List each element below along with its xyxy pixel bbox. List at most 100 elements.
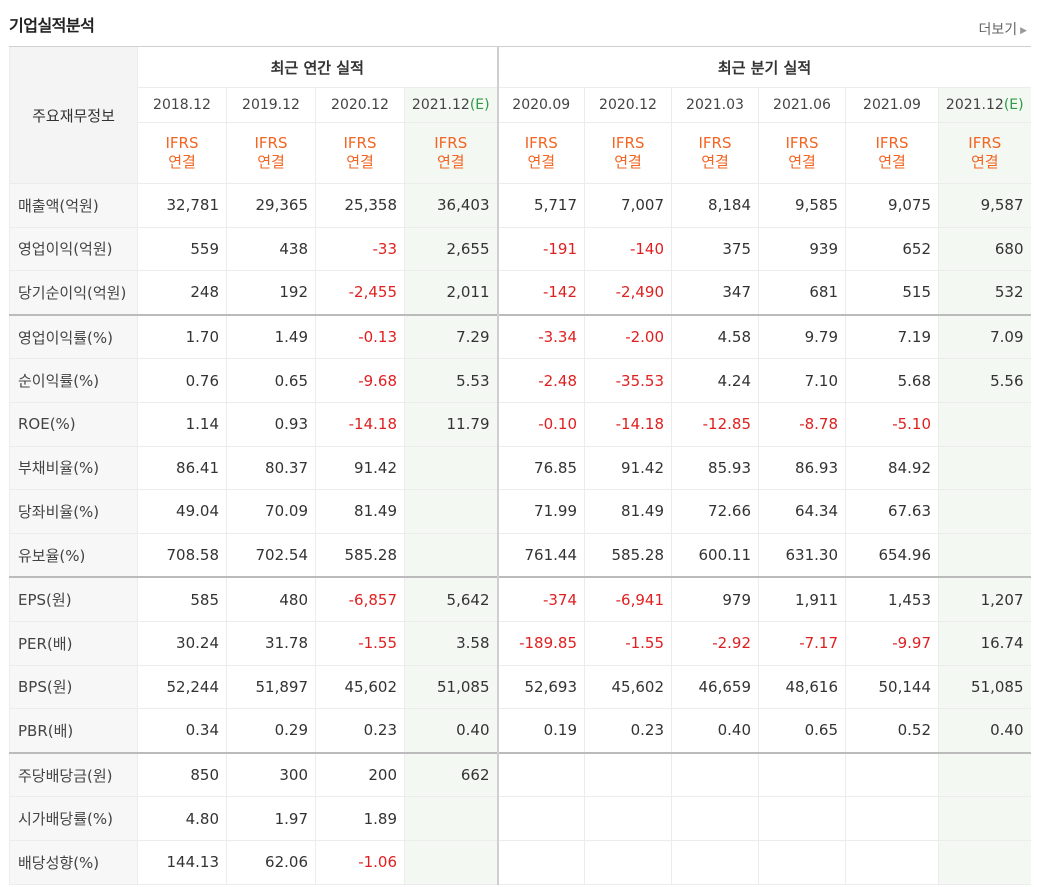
ifrs-line2: 연결 bbox=[436, 153, 465, 171]
table-cell: 3.58 bbox=[404, 621, 498, 666]
table-cell: 559 bbox=[137, 227, 227, 272]
table-cell: -12.85 bbox=[671, 402, 759, 447]
table-cell: 1.70 bbox=[137, 313, 227, 360]
table-cell: 0.93 bbox=[226, 402, 316, 447]
table-cell: 0.65 bbox=[226, 358, 316, 403]
table-cell: 1.97 bbox=[226, 796, 316, 841]
period-label: 2020.09 bbox=[512, 97, 571, 113]
ifrs-header: IFRS 연결 bbox=[584, 122, 672, 184]
table-cell: 0.52 bbox=[845, 708, 939, 754]
table-cell: 9,587 bbox=[937, 183, 1031, 228]
table-row: 영업이익(억원) 559 438 -33 2,655 -191 -140 375 939 652 6… bbox=[9, 227, 1031, 272]
table-cell: 0.29 bbox=[226, 708, 316, 754]
table-cell: 300 bbox=[226, 751, 316, 798]
table-cell: 4.80 bbox=[137, 796, 227, 841]
table-cell: 72.66 bbox=[671, 489, 759, 534]
table-cell: 1.89 bbox=[315, 796, 405, 841]
row-label: 당좌비율(%) bbox=[9, 489, 138, 534]
period-header: 2020.09 bbox=[496, 87, 585, 123]
period-label: 2021.09 bbox=[863, 97, 921, 113]
table-cell: 9,585 bbox=[758, 183, 846, 228]
ifrs-row: IFRS 연결 IFRS 연결 IFRS 연결 IFRS 연결 IFRS 연결 IFRS 연결 IFRS… bbox=[10, 122, 1031, 184]
table-cell bbox=[937, 840, 1031, 885]
section-header: 기업실적분석 더보기 ▶ bbox=[0, 0, 1049, 46]
period-label: 2020.12 bbox=[599, 97, 657, 113]
table-cell: 144.13 bbox=[137, 840, 227, 885]
row-label: 순이익률(%) bbox=[9, 358, 138, 403]
table-cell: 7.09 bbox=[937, 313, 1031, 360]
table-cell: 25,358 bbox=[315, 183, 405, 228]
table-cell bbox=[404, 796, 498, 841]
more-link[interactable]: 더보기 ▶ bbox=[978, 19, 1027, 39]
table-cell: -0.13 bbox=[315, 313, 405, 360]
row-label: BPS(원) bbox=[9, 665, 138, 710]
financial-summary-table: 주요재무정보 최근 연간 실적 최근 분기 실적 2018.12 2019.12 2… bbox=[9, 46, 1031, 885]
table-cell: 631.30 bbox=[758, 533, 846, 578]
table-row: 주당배당금(원) 850 300 200 662 bbox=[9, 751, 1031, 798]
table-cell: -9.97 bbox=[845, 621, 939, 666]
table-cell: 62.06 bbox=[226, 840, 316, 885]
ifrs-line2: 연결 bbox=[168, 153, 196, 171]
table-cell bbox=[937, 796, 1031, 841]
table-row: 당좌비율(%) 49.04 70.09 81.49 71.99 81.49 72.66 64.… bbox=[9, 489, 1031, 534]
ifrs-line2: 연결 bbox=[878, 153, 906, 171]
table-cell: -9.68 bbox=[315, 358, 405, 403]
table-cell: 662 bbox=[404, 751, 498, 798]
table-cell: 5.53 bbox=[404, 358, 498, 403]
table-cell: 51,085 bbox=[404, 665, 498, 710]
table-cell: -2,455 bbox=[315, 270, 405, 316]
table-cell: -374 bbox=[496, 576, 585, 622]
period-header: 2021.06 bbox=[758, 87, 846, 123]
table-cell bbox=[845, 840, 939, 885]
table-cell: 76.85 bbox=[496, 446, 585, 491]
table-cell: -14.18 bbox=[315, 402, 405, 447]
ifrs-line1: IFRS bbox=[524, 134, 558, 152]
table-cell: 85.93 bbox=[671, 446, 759, 491]
row-label: PER(배) bbox=[9, 621, 138, 666]
table-cell bbox=[404, 533, 498, 578]
table-cell: 0.76 bbox=[137, 358, 227, 403]
table-cell: 532 bbox=[937, 270, 1031, 316]
ifrs-header: IFRS 연결 bbox=[315, 122, 405, 184]
row-label: 당기순이익(억원) bbox=[9, 270, 138, 316]
table-cell: -6,941 bbox=[584, 576, 672, 622]
row-label: 부채비율(%) bbox=[9, 446, 138, 491]
table-cell: 585.28 bbox=[315, 533, 405, 578]
estimate-mark: (E) bbox=[469, 97, 490, 113]
row-label: 영업이익(억원) bbox=[9, 227, 138, 272]
ifrs-line1: IFRS bbox=[875, 134, 909, 152]
table-cell: -7.17 bbox=[758, 621, 846, 666]
table-cell: 600.11 bbox=[671, 533, 759, 578]
table-cell: 0.40 bbox=[937, 708, 1031, 754]
row-header-label: 주요재무정보 bbox=[9, 46, 138, 184]
period-header: 2018.12 bbox=[137, 87, 227, 123]
table-cell: -3.34 bbox=[496, 313, 585, 360]
table-row: 유보율(%) 708.58 702.54 585.28 761.44 585.28 600.… bbox=[9, 533, 1031, 578]
table-cell: -5.10 bbox=[845, 402, 939, 447]
table-cell: 585 bbox=[137, 576, 227, 622]
ifrs-header: IFRS 연결 bbox=[845, 122, 939, 184]
table-cell bbox=[937, 751, 1031, 798]
table-cell: 375 bbox=[671, 227, 759, 272]
table-cell: 16.74 bbox=[937, 621, 1031, 666]
table-cell: 0.19 bbox=[496, 708, 585, 754]
estimate-mark: (E) bbox=[1003, 97, 1024, 113]
table-cell bbox=[937, 489, 1031, 534]
table-cell: 585.28 bbox=[584, 533, 672, 578]
table-cell: 652 bbox=[845, 227, 939, 272]
period-header: 2021.09 bbox=[845, 87, 939, 123]
ifrs-line2: 연결 bbox=[970, 153, 999, 171]
table-cell: 91.42 bbox=[584, 446, 672, 491]
table-cell: 5,642 bbox=[404, 576, 498, 622]
table-cell: -1.55 bbox=[315, 621, 405, 666]
table-cell: 51,897 bbox=[226, 665, 316, 710]
table-cell: 0.40 bbox=[671, 708, 759, 754]
table-cell bbox=[584, 751, 672, 798]
table-cell: 51,085 bbox=[937, 665, 1031, 710]
table-cell: 7.19 bbox=[845, 313, 939, 360]
table-cell bbox=[496, 796, 585, 841]
table-row: PER(배) 30.24 31.78 -1.55 3.58 -189.85 -1.55 -2.… bbox=[9, 621, 1031, 666]
row-label: 유보율(%) bbox=[9, 533, 138, 578]
table-cell: 30.24 bbox=[137, 621, 227, 666]
period-header: 2019.12 bbox=[226, 87, 316, 123]
